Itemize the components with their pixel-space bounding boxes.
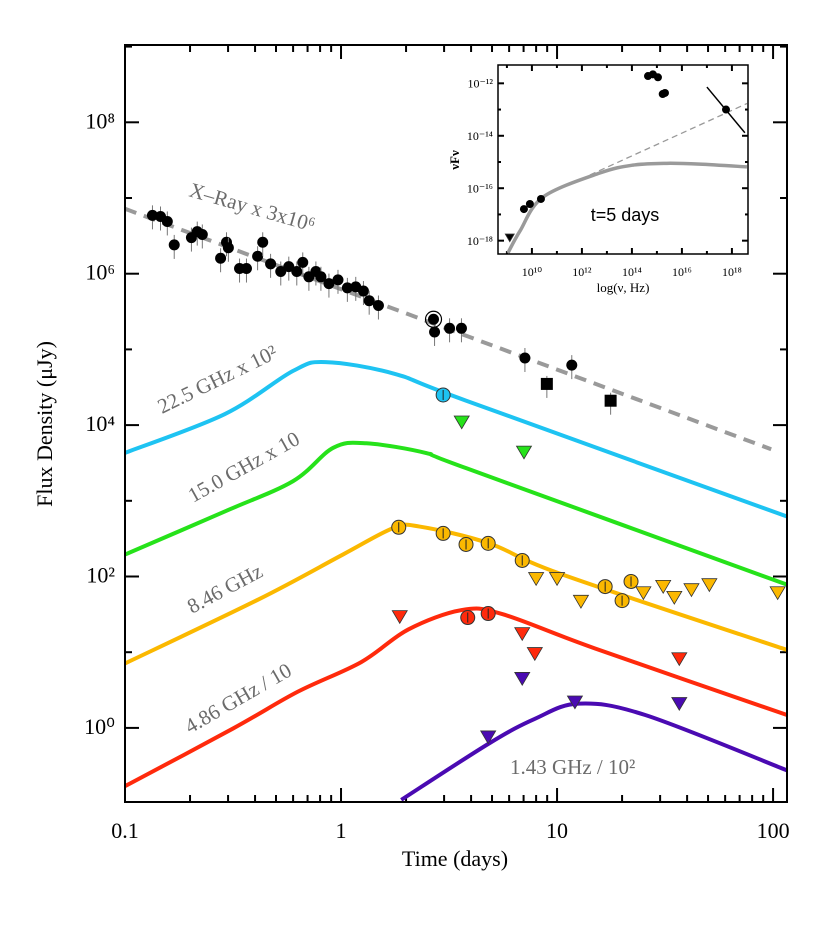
upper-limit-b150 [515, 445, 533, 460]
xray-data-point [161, 215, 173, 227]
xray-data-point [215, 252, 227, 264]
inset-data-point [519, 205, 528, 214]
xray-data-point [455, 322, 467, 334]
xray-square-point [604, 394, 617, 407]
xray-data-point [222, 242, 234, 254]
model-curve-b846 [125, 522, 787, 666]
xray-data-point [297, 256, 309, 268]
xray-data-point [252, 250, 264, 262]
upper-limit-b846 [635, 586, 652, 601]
xray-data-point [196, 228, 208, 240]
x-tick-label: 10¹⁴ [622, 265, 642, 279]
upper-limit-b486 [391, 610, 408, 625]
xray-data-point [168, 239, 180, 251]
upper-limit-b486 [671, 652, 688, 667]
model-curve-b150 [125, 440, 787, 587]
label-8-46-ghz: 8.46 GHz [183, 559, 266, 619]
xray-data-point [444, 322, 456, 334]
inset-y-axis-title: νFν [447, 150, 462, 171]
upper-limit-b486 [514, 627, 531, 642]
x-tick-label: 0.1 [111, 818, 139, 843]
label-22-5-ghz: 22.5 GHz x 10² [154, 340, 281, 419]
inset-extrapolation-line [589, 102, 748, 176]
inset-data-point [525, 200, 534, 209]
upper-limit-b846 [769, 586, 786, 601]
label-1-43-ghz: 1.43 GHz / 10² [510, 755, 635, 779]
xray-square-point [540, 377, 553, 390]
y-tick-label: 10⁰ [84, 714, 115, 739]
upper-limit-b846 [527, 572, 545, 587]
upper-limit-b846 [654, 580, 672, 594]
xray-data-point [357, 285, 369, 297]
y-tick-label: 10⁶ [85, 260, 115, 285]
x-tick-label: 10 [546, 818, 568, 843]
inset-annotation: t=5 days [591, 205, 660, 225]
y-tick-label: 10⁻¹⁶ [467, 181, 493, 195]
xray-circled-point [428, 313, 440, 325]
x-tick-label: 1 [336, 818, 347, 843]
x-tick-label: 10¹⁸ [722, 265, 742, 279]
x-axis-title: Time (days) [402, 846, 508, 871]
xray-data-point [429, 326, 441, 338]
label-xray: X–Ray x 3x10⁶ [187, 178, 318, 237]
y-tick-label: 10⁻¹² [467, 77, 493, 91]
y-tick-label: 10⁴ [85, 411, 115, 436]
upper-limit-b486 [526, 647, 544, 662]
inset-data-point [536, 194, 545, 203]
upper-limit-b150 [453, 415, 470, 430]
x-tick-label: 100 [757, 818, 790, 843]
inset-model-curve [506, 161, 748, 254]
inset-upper-limit [504, 233, 515, 243]
inset-sed-plot: 10¹⁰ 10¹² 10¹⁴ 10¹⁶ 10¹⁸ 10⁻¹⁸ 10⁻¹⁶ 10⁻¹⁴ 10⁻¹² [467, 65, 748, 279]
upper-limit-b143 [514, 672, 531, 686]
y-tick-label: 10⁻¹⁴ [467, 129, 493, 143]
y-axis-title: Flux Density (μJy) [32, 341, 57, 507]
xray-data-point [275, 265, 287, 277]
upper-limit-b846 [572, 594, 590, 609]
model-curve-b225 [125, 359, 787, 519]
xray-data-point [332, 274, 344, 286]
inset-data-point [721, 105, 730, 114]
inset-data-point [660, 88, 669, 97]
inset-x-axis-title: log(ν, Hz) [597, 280, 650, 295]
y-tick-label: 10² [86, 563, 115, 588]
label-15-0-ghz: 15.0 GHz x 10 [184, 426, 304, 507]
upper-limit-b143 [479, 730, 497, 745]
upper-limit-b143 [566, 695, 584, 710]
xray-data-point [240, 263, 252, 275]
model-curve-b486 [125, 606, 787, 788]
xray-data-point [265, 258, 277, 270]
inset-plot-area [504, 70, 748, 254]
xray-data-point [323, 278, 335, 290]
xray-data-point [315, 271, 327, 283]
xray-data-point [341, 282, 353, 294]
inset-background [498, 65, 748, 254]
xray-data-point [291, 265, 303, 277]
y-tick-label: 10⁻¹⁸ [467, 234, 493, 248]
upper-limit-b846 [666, 590, 683, 605]
inset-frame [497, 64, 749, 255]
x-tick-label: 10¹⁶ [672, 265, 692, 279]
xray-data-point [146, 209, 158, 221]
upper-limit-b846 [548, 572, 566, 587]
plot-area [125, 205, 787, 802]
xray-circled-ring [424, 310, 443, 328]
x-tick-label: 10¹⁰ [522, 265, 543, 279]
upper-limit-b846 [683, 583, 700, 598]
inset-data-point [653, 73, 662, 82]
xray-data-point [283, 261, 295, 273]
model-curve-b143 [400, 701, 787, 802]
main-plot: 0.1 1 10 100 10⁰ 10² 10⁴ 10⁶ 10⁸ [84, 45, 790, 843]
xray-data-point [372, 300, 384, 312]
main-plot-frame [124, 44, 788, 803]
upper-limit-b143 [671, 697, 688, 712]
y-tick-label: 10⁸ [85, 108, 115, 133]
xray-data-point [257, 236, 269, 248]
upper-limit-b846 [701, 578, 718, 593]
xray-data-point [363, 295, 375, 307]
xray-data-point [566, 359, 578, 371]
x-tick-label: 10¹² [572, 265, 592, 279]
xray-data-point [519, 352, 531, 364]
